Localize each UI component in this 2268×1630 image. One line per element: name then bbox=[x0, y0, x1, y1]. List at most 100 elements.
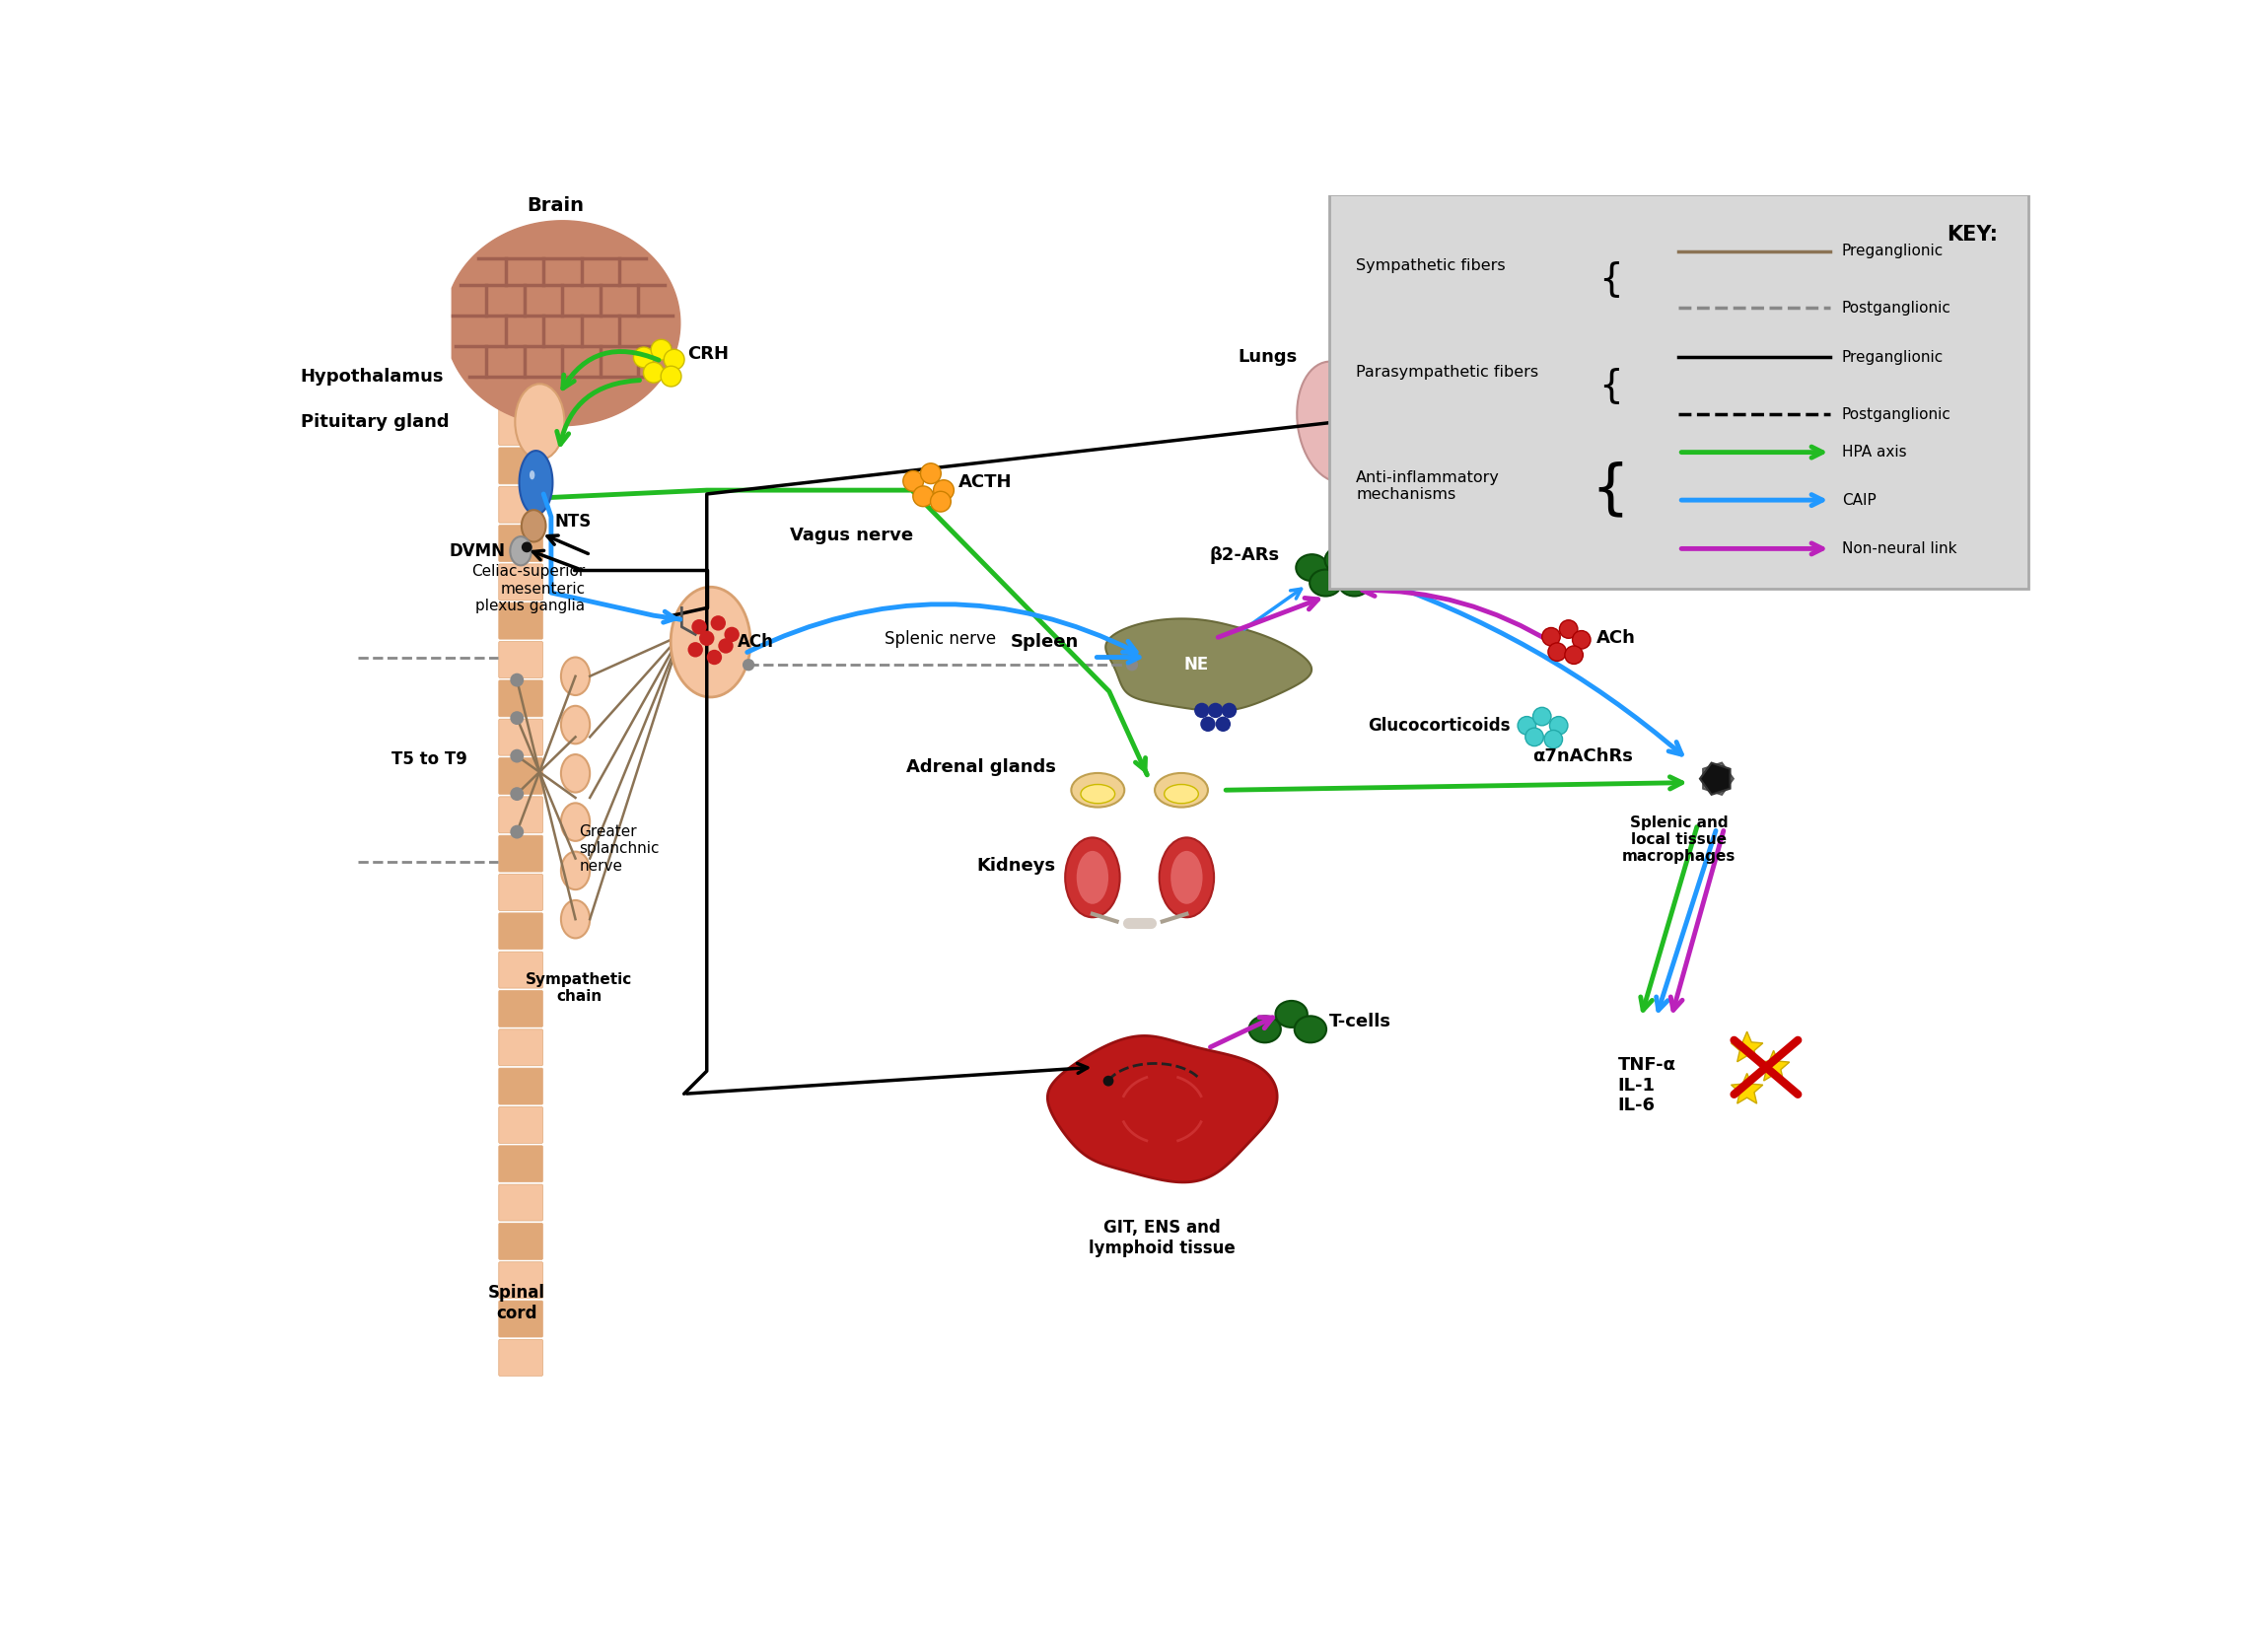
FancyBboxPatch shape bbox=[499, 758, 542, 794]
Circle shape bbox=[1102, 1076, 1114, 1086]
Text: ACh: ACh bbox=[737, 632, 773, 650]
Polygon shape bbox=[1758, 1051, 1789, 1081]
Text: HPA axis: HPA axis bbox=[1842, 445, 1907, 460]
Circle shape bbox=[1222, 703, 1236, 717]
Ellipse shape bbox=[1154, 773, 1209, 807]
Ellipse shape bbox=[560, 657, 590, 696]
Text: T-cells: T-cells bbox=[1379, 546, 1440, 564]
Circle shape bbox=[660, 367, 680, 386]
Ellipse shape bbox=[560, 706, 590, 743]
Text: Postganglionic: Postganglionic bbox=[1842, 408, 1950, 422]
Ellipse shape bbox=[1338, 569, 1370, 597]
Circle shape bbox=[1209, 703, 1222, 717]
Ellipse shape bbox=[1077, 851, 1109, 905]
Ellipse shape bbox=[515, 385, 565, 460]
Circle shape bbox=[651, 339, 671, 360]
Circle shape bbox=[719, 639, 733, 654]
FancyBboxPatch shape bbox=[499, 874, 542, 911]
Circle shape bbox=[708, 650, 721, 665]
Circle shape bbox=[1549, 717, 1567, 735]
FancyBboxPatch shape bbox=[499, 1029, 542, 1066]
Text: Glucocorticoids: Glucocorticoids bbox=[1368, 717, 1510, 735]
Circle shape bbox=[742, 659, 755, 672]
Text: Splenic and
local tissue
macrophages: Splenic and local tissue macrophages bbox=[1622, 815, 1735, 864]
FancyBboxPatch shape bbox=[1329, 194, 2028, 588]
FancyBboxPatch shape bbox=[499, 680, 542, 717]
Polygon shape bbox=[1701, 763, 1730, 794]
Text: Anti-inflammatory
mechanisms: Anti-inflammatory mechanisms bbox=[1356, 471, 1499, 502]
Text: T-cells: T-cells bbox=[1329, 1012, 1393, 1030]
Circle shape bbox=[1560, 619, 1579, 639]
Ellipse shape bbox=[522, 510, 547, 541]
Text: Splenic nerve: Splenic nerve bbox=[885, 631, 996, 649]
FancyBboxPatch shape bbox=[499, 603, 542, 639]
FancyBboxPatch shape bbox=[499, 1340, 542, 1376]
Circle shape bbox=[723, 628, 739, 642]
Text: Postganglionic: Postganglionic bbox=[1842, 300, 1950, 315]
Text: {: { bbox=[1592, 461, 1628, 520]
Ellipse shape bbox=[1250, 1015, 1281, 1043]
Text: Preganglionic: Preganglionic bbox=[1842, 350, 1944, 365]
Circle shape bbox=[921, 463, 941, 484]
Ellipse shape bbox=[1309, 569, 1343, 597]
Circle shape bbox=[510, 673, 524, 686]
FancyBboxPatch shape bbox=[499, 448, 542, 484]
Polygon shape bbox=[451, 220, 680, 425]
FancyBboxPatch shape bbox=[499, 719, 542, 755]
FancyBboxPatch shape bbox=[499, 836, 542, 872]
Ellipse shape bbox=[1379, 365, 1452, 479]
Circle shape bbox=[699, 631, 714, 645]
FancyBboxPatch shape bbox=[499, 1185, 542, 1221]
FancyBboxPatch shape bbox=[499, 292, 542, 329]
Text: Kidneys: Kidneys bbox=[978, 857, 1057, 875]
Polygon shape bbox=[1730, 1073, 1762, 1104]
Polygon shape bbox=[519, 452, 553, 515]
Ellipse shape bbox=[1159, 838, 1213, 918]
Text: TNF-α
IL-1
IL-6: TNF-α IL-1 IL-6 bbox=[1617, 1056, 1676, 1115]
Circle shape bbox=[510, 825, 524, 839]
Ellipse shape bbox=[1297, 362, 1374, 482]
Circle shape bbox=[687, 642, 703, 657]
Text: {: { bbox=[1599, 367, 1622, 404]
Circle shape bbox=[710, 616, 726, 631]
Ellipse shape bbox=[1066, 838, 1120, 918]
Circle shape bbox=[1200, 717, 1216, 732]
Text: CAIP: CAIP bbox=[1842, 492, 1876, 507]
Text: Hypothalamus: Hypothalamus bbox=[302, 367, 445, 385]
FancyBboxPatch shape bbox=[499, 1262, 542, 1299]
Circle shape bbox=[1195, 703, 1209, 717]
FancyBboxPatch shape bbox=[499, 409, 542, 445]
FancyBboxPatch shape bbox=[499, 1222, 542, 1260]
FancyBboxPatch shape bbox=[499, 913, 542, 949]
Text: ACTH: ACTH bbox=[959, 474, 1012, 492]
Polygon shape bbox=[1730, 1032, 1762, 1061]
Ellipse shape bbox=[560, 851, 590, 890]
Circle shape bbox=[692, 619, 708, 634]
Text: Parasympathetic fibers: Parasympathetic fibers bbox=[1356, 365, 1538, 380]
Circle shape bbox=[914, 486, 934, 507]
Circle shape bbox=[1216, 717, 1232, 732]
Text: NE: NE bbox=[1184, 655, 1209, 673]
Text: Sympathetic fibers: Sympathetic fibers bbox=[1356, 259, 1506, 274]
Text: Adrenal glands: Adrenal glands bbox=[907, 758, 1057, 776]
Circle shape bbox=[1125, 659, 1139, 672]
FancyBboxPatch shape bbox=[499, 370, 542, 406]
Ellipse shape bbox=[528, 471, 535, 479]
Ellipse shape bbox=[1170, 851, 1202, 905]
FancyBboxPatch shape bbox=[499, 991, 542, 1027]
Text: Vagus nerve: Vagus nerve bbox=[789, 526, 914, 544]
Circle shape bbox=[903, 471, 923, 491]
FancyBboxPatch shape bbox=[499, 525, 542, 562]
Text: T5 to T9: T5 to T9 bbox=[392, 751, 467, 769]
Circle shape bbox=[1329, 416, 1345, 429]
FancyBboxPatch shape bbox=[499, 1146, 542, 1182]
Ellipse shape bbox=[560, 900, 590, 939]
Ellipse shape bbox=[1275, 1001, 1306, 1027]
Circle shape bbox=[522, 541, 533, 553]
FancyBboxPatch shape bbox=[499, 486, 542, 523]
Text: Spinal
cord: Spinal cord bbox=[488, 1284, 547, 1322]
Circle shape bbox=[930, 491, 950, 512]
Circle shape bbox=[1549, 642, 1567, 662]
Text: Brain: Brain bbox=[526, 197, 583, 215]
Circle shape bbox=[1533, 707, 1551, 725]
